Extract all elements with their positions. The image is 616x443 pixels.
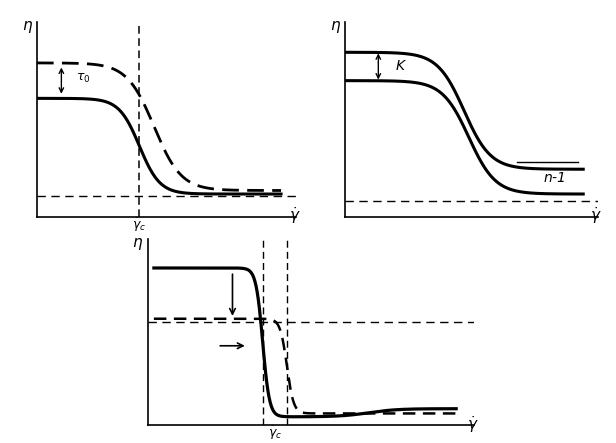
- Text: $\dot{\gamma}_c$: $\dot{\gamma}_c$: [132, 216, 147, 234]
- Text: $\eta$: $\eta$: [330, 19, 341, 35]
- Text: $\dot{\gamma}$: $\dot{\gamma}$: [289, 205, 301, 226]
- Text: $\tau_0$: $\tau_0$: [76, 72, 91, 85]
- Text: $\dot{\gamma}_c$: $\dot{\gamma}_c$: [268, 425, 282, 443]
- Text: $K$: $K$: [395, 59, 407, 74]
- Text: $\eta$: $\eta$: [132, 236, 143, 253]
- Text: $\dot{\gamma}$: $\dot{\gamma}$: [591, 205, 602, 226]
- Text: $n$-1: $n$-1: [543, 171, 565, 185]
- Text: $\eta$: $\eta$: [22, 19, 33, 35]
- Text: $\dot{\gamma}$: $\dot{\gamma}$: [467, 414, 479, 435]
